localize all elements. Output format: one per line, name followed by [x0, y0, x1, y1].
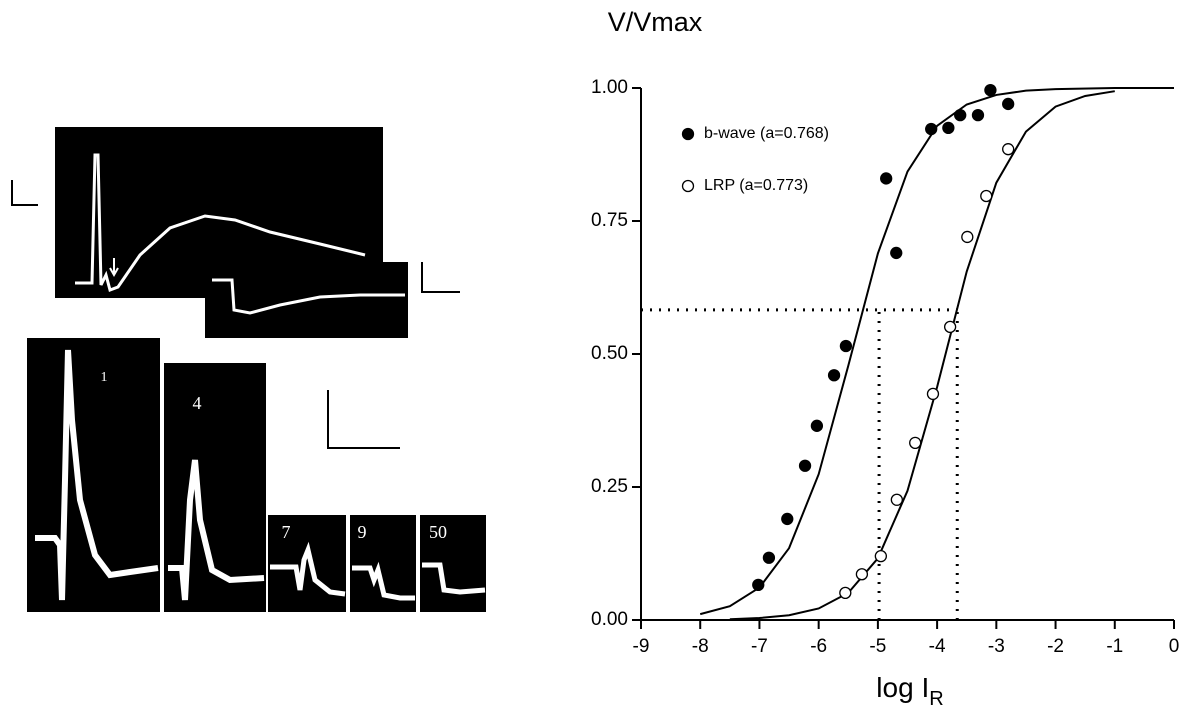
data-point	[800, 460, 811, 471]
y-tick-label: 0.25	[591, 476, 628, 497]
data-point	[910, 437, 921, 448]
data-point	[1003, 98, 1014, 109]
y-tick-label: 1.00	[591, 77, 628, 98]
data-point	[829, 370, 840, 381]
x-tick-label: -8	[692, 636, 709, 657]
data-point	[881, 173, 892, 184]
x-tick-label: -1	[1106, 636, 1123, 657]
scale-bar	[422, 262, 460, 292]
fit-curve	[700, 88, 1174, 614]
data-point	[943, 122, 954, 133]
x-axis-label-subscript: R	[929, 688, 943, 710]
x-axis-label-main: log I	[876, 672, 929, 703]
data-point	[840, 341, 851, 352]
data-point	[782, 513, 793, 524]
legend-label: LRP (a=0.773)	[704, 177, 808, 194]
panel-label: 4	[193, 393, 202, 413]
panel-label: 50	[429, 522, 447, 542]
figure: 1 4 7 9 50 V/Vmax log IR 0.00 0.25 0.50 0.7…	[0, 0, 1184, 717]
legend-marker	[683, 181, 694, 192]
panel-label: 1	[101, 370, 108, 385]
trace-panels	[12, 127, 486, 612]
data-point	[891, 494, 902, 505]
data-point	[811, 420, 822, 431]
legend-marker	[683, 129, 694, 140]
x-tick-label: 0	[1169, 636, 1180, 657]
y-tick-label: 0.00	[591, 609, 628, 630]
data-point	[753, 579, 764, 590]
panel-label: 7	[282, 522, 291, 542]
legend-label: b-wave (a=0.768)	[704, 125, 829, 142]
chart-title: V/Vmax	[608, 7, 703, 37]
data-point	[985, 85, 996, 96]
data-point	[955, 110, 966, 121]
fit-curve	[730, 91, 1115, 619]
data-point	[972, 110, 983, 121]
x-tick-label: -7	[751, 636, 768, 657]
y-tick-label: 0.50	[591, 343, 628, 364]
data-point	[763, 552, 774, 563]
data-point	[945, 321, 956, 332]
data-point	[891, 247, 902, 258]
scale-bar	[328, 390, 400, 448]
x-tick-label: -3	[988, 636, 1005, 657]
x-tick-label: -4	[929, 636, 946, 657]
x-tick-label: -2	[1047, 636, 1064, 657]
data-point	[1003, 144, 1014, 155]
data-point	[981, 190, 992, 201]
x-tick-label: -6	[810, 636, 827, 657]
data-point	[875, 551, 886, 562]
data-point	[962, 231, 973, 242]
trace-panel	[268, 515, 346, 612]
x-axis-label: log IR	[876, 672, 943, 710]
data-point	[926, 123, 937, 134]
panel-label: 9	[358, 522, 367, 542]
data-point	[840, 587, 851, 598]
scale-bar	[12, 180, 38, 205]
y-tick-label: 0.75	[591, 210, 628, 231]
data-point	[856, 569, 867, 580]
x-tick-label: -9	[633, 636, 650, 657]
data-point	[927, 388, 938, 399]
x-tick-label: -5	[869, 636, 886, 657]
